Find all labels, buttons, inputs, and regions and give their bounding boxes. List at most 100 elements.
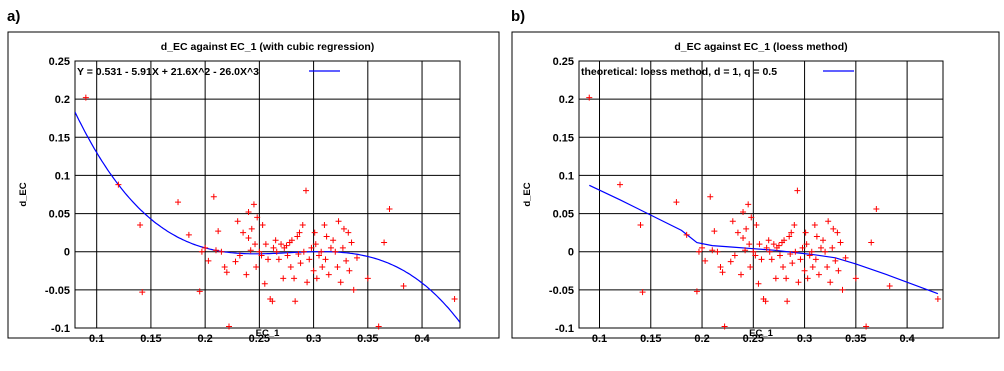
data-point <box>115 181 122 188</box>
data-point <box>287 263 294 270</box>
y-tick-label: 0.2 <box>55 94 70 106</box>
data-point <box>743 225 750 232</box>
data-point <box>250 201 257 208</box>
data-point <box>339 244 346 251</box>
y-tick-label: 0.1 <box>55 170 70 182</box>
plot-border <box>578 60 944 329</box>
data-point <box>802 229 809 236</box>
data-point <box>261 280 268 287</box>
data-point <box>353 254 360 261</box>
data-point <box>750 248 757 255</box>
chart-title: d_EC against EC_1 (with cubic regression… <box>161 41 375 53</box>
data-point <box>842 254 849 261</box>
data-point <box>709 247 716 254</box>
data-point <box>198 248 205 255</box>
data-point <box>740 234 747 241</box>
y-tick-label: -0.1 <box>51 323 70 335</box>
x-tick-label: 0.1 <box>89 333 104 345</box>
data-point <box>348 239 355 246</box>
x-tick-label: 0.25 <box>743 333 764 345</box>
data-point <box>294 233 301 240</box>
y-tick-label: 0.15 <box>49 132 70 144</box>
data-point <box>830 225 837 232</box>
data-point <box>815 271 822 278</box>
data-point <box>639 289 646 296</box>
data-point <box>806 252 813 259</box>
x-tick-label: 0.2 <box>694 333 709 345</box>
data-point <box>868 239 875 246</box>
data-point <box>873 205 880 212</box>
data-point <box>852 275 859 282</box>
data-point <box>232 258 239 265</box>
panel-label-b: b) <box>511 8 526 25</box>
data-point <box>811 222 818 229</box>
data-point <box>270 244 277 251</box>
data-point <box>727 258 734 265</box>
data-point <box>82 94 89 101</box>
data-point <box>316 252 323 259</box>
data-point <box>337 279 344 286</box>
data-point <box>295 251 302 258</box>
data-point <box>717 263 724 270</box>
x-tick-label: 0.2 <box>197 333 212 345</box>
data-point <box>269 298 276 305</box>
data-point <box>308 244 315 251</box>
data-point <box>346 267 353 274</box>
data-point <box>175 199 182 206</box>
data-point <box>699 244 706 251</box>
x-tick-label: 0.4 <box>899 333 915 345</box>
data-point <box>300 248 307 255</box>
data-point <box>693 288 700 295</box>
data-point <box>792 248 799 255</box>
plot-border <box>74 60 461 329</box>
data-point <box>215 228 222 235</box>
data-point <box>791 222 798 229</box>
data-point <box>259 222 266 229</box>
data-point <box>185 231 192 238</box>
data-point <box>245 234 252 241</box>
data-point <box>303 187 309 194</box>
x-tick-label: 0.3 <box>797 333 812 345</box>
data-point <box>837 239 844 246</box>
y-tick-label: -0.05 <box>549 285 574 297</box>
data-point <box>325 271 332 278</box>
data-point <box>312 241 319 248</box>
data-point <box>766 248 773 255</box>
data-point <box>780 263 787 270</box>
y-tick-label: 0 <box>568 247 574 259</box>
data-point <box>139 289 146 296</box>
data-point <box>772 275 779 282</box>
data-point <box>248 225 255 232</box>
data-point <box>745 201 752 208</box>
data-point <box>451 296 458 303</box>
data-point <box>695 248 702 255</box>
data-point <box>334 263 341 270</box>
data-point <box>637 222 644 229</box>
data-point <box>330 237 337 244</box>
data-point <box>934 296 941 303</box>
data-point <box>719 269 726 276</box>
data-point <box>794 187 801 194</box>
data-point <box>311 229 318 236</box>
data-point <box>256 248 263 255</box>
data-point <box>711 228 718 235</box>
data-point <box>240 229 247 236</box>
data-point <box>738 271 745 278</box>
data-point <box>586 94 593 101</box>
data-point <box>273 248 280 255</box>
chart-a: d_EC against EC_1 (with cubic regression… <box>7 31 500 345</box>
data-point <box>824 263 831 270</box>
x-tick-label: 0.15 <box>140 333 161 345</box>
data-point <box>350 286 357 293</box>
data-point <box>809 263 816 270</box>
data-point <box>822 248 829 255</box>
x-tick-label: 0.15 <box>640 333 661 345</box>
data-point <box>702 257 709 264</box>
data-point <box>332 248 339 255</box>
data-point <box>683 231 690 238</box>
y-tick-label: 0.05 <box>49 209 70 221</box>
data-point <box>218 248 225 255</box>
chart-b: d_EC against EC_1 (loess method) 0.1 0.15 0… <box>511 31 1000 345</box>
data-point <box>262 241 269 248</box>
data-point <box>786 233 793 240</box>
